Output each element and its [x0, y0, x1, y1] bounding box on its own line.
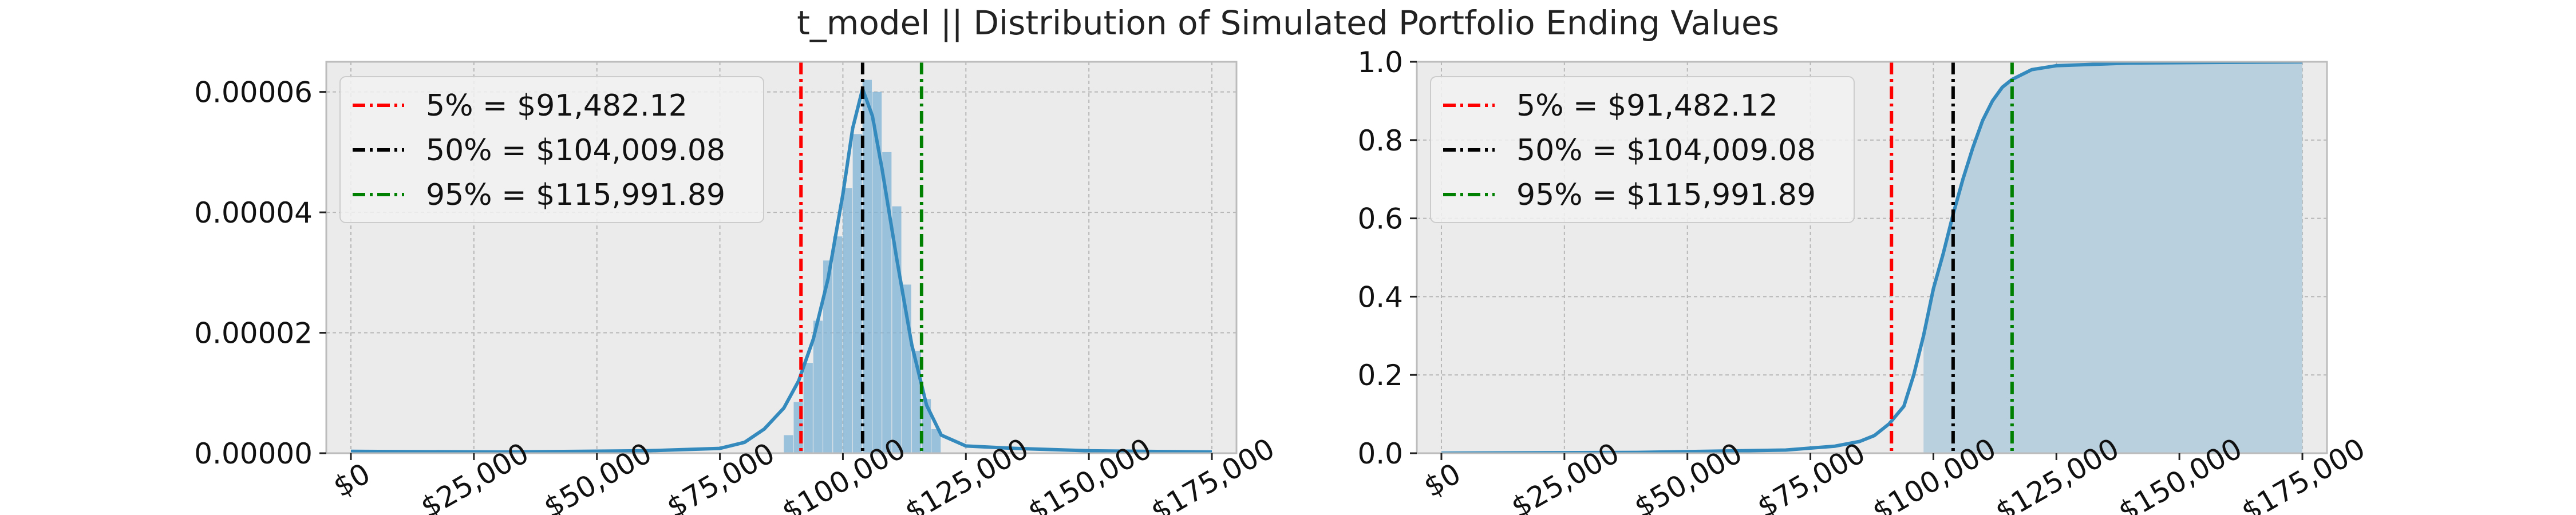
histogram-bar — [862, 80, 872, 453]
histogram-bar — [784, 435, 793, 453]
histogram-bar — [803, 363, 813, 453]
histogram-bar — [931, 429, 941, 453]
histogram-bar — [813, 320, 823, 453]
histogram-bar — [872, 92, 882, 453]
legend-label: 95% = $115,991.89 — [1516, 178, 1816, 212]
histogram-bar — [843, 188, 852, 453]
cdf-x-tick-label: $0 — [1418, 457, 1466, 504]
legend-box — [339, 76, 764, 223]
density-x-tick-label: $0 — [327, 457, 376, 504]
histogram-bar — [852, 134, 862, 453]
cdf-axes-frame — [1416, 61, 2328, 454]
cdf-y-tick-label: 0.8 — [1357, 124, 1403, 157]
cdf-chart-panel: 0.00.20.40.60.81.0$0 $25,000 $50,000 $75,00… — [1357, 46, 2370, 515]
legend-label: 50% = $104,009.08 — [1516, 133, 1816, 168]
cdf-fill-area — [1923, 62, 2303, 453]
density-y-tick-label: 0.00004 — [194, 196, 313, 229]
kde-curve — [350, 87, 1212, 453]
cdf-y-tick-label: 0.4 — [1357, 280, 1403, 314]
histogram-bar — [882, 152, 892, 453]
cdf-plot-area — [1441, 62, 2303, 453]
cdf-y-tick-label: 1.0 — [1357, 46, 1403, 79]
density-plot-area — [350, 62, 1212, 453]
legend-label: 5% = $91,482.12 — [1516, 89, 1778, 123]
density-legend: 5% = $91,482.12 50% = $104,009.08 95% = $1… — [339, 76, 764, 223]
histogram-bar — [833, 236, 843, 453]
legend-label: 50% = $104,009.08 — [426, 133, 725, 168]
cdf-y-tick-label: 0.2 — [1357, 359, 1403, 392]
figure-title: t_model || Distribution of Simulated Por… — [797, 3, 1779, 42]
density-y-tick-label: 0.00000 — [194, 437, 313, 470]
density-axes-frame — [325, 61, 1238, 454]
cdf-legend: 5% = $91,482.12 50% = $104,009.08 95% = $1… — [1430, 76, 1855, 223]
legend-box — [1430, 76, 1855, 223]
density-y-tick-label: 0.00002 — [194, 317, 313, 350]
density-y-tick-label: 0.00006 — [194, 76, 313, 109]
histogram-bar — [823, 260, 833, 453]
legend-label: 5% = $91,482.12 — [426, 89, 688, 123]
legend-label: 95% = $115,991.89 — [426, 178, 725, 212]
cdf-curve — [1441, 62, 2303, 453]
cdf-y-tick-label: 0.0 — [1357, 437, 1403, 470]
cdf-y-tick-label: 0.6 — [1357, 203, 1403, 236]
